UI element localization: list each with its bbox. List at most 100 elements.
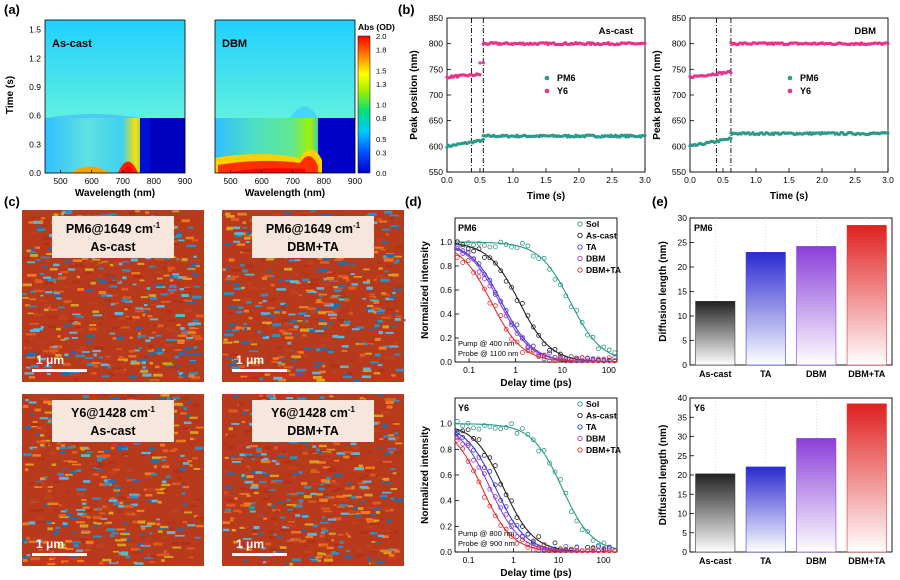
afm-map-texture bbox=[29, 231, 37, 234]
panel-d-point-sol bbox=[596, 542, 601, 548]
afm-map-texture bbox=[51, 350, 56, 354]
panel-d-point-dbm+ta bbox=[514, 540, 520, 546]
afm-map-texture bbox=[321, 364, 326, 368]
afm-map-texture bbox=[62, 522, 68, 526]
afm-map-texture bbox=[373, 372, 381, 375]
afm-map-texture bbox=[356, 326, 365, 329]
afm-map-texture bbox=[232, 240, 241, 243]
afm-map-texture bbox=[339, 541, 344, 544]
afm-map-texture bbox=[192, 273, 199, 276]
afm-map-texture bbox=[172, 339, 178, 342]
panel-a-xtick-label: 800 bbox=[317, 176, 331, 186]
afm-map-texture bbox=[70, 322, 75, 326]
afm-map-texture bbox=[117, 501, 123, 505]
afm-map-texture bbox=[86, 450, 93, 453]
afm-map-texture bbox=[180, 327, 185, 330]
afm-map-texture bbox=[313, 365, 320, 367]
afm-map-texture bbox=[284, 480, 292, 484]
afm-map-texture bbox=[67, 446, 74, 449]
afm-map-texture bbox=[139, 358, 149, 361]
panel-d-point-dbm bbox=[585, 356, 590, 362]
panel-d-point-dbm+ta bbox=[574, 548, 580, 554]
afm-map-texture bbox=[344, 298, 350, 302]
afm-map-texture bbox=[393, 287, 402, 291]
afm-map-texture bbox=[353, 276, 363, 278]
afm-map-texture bbox=[370, 532, 378, 535]
afm-map-texture bbox=[111, 532, 119, 535]
afm-map-texture bbox=[122, 324, 127, 326]
afm-map-texture bbox=[380, 278, 390, 282]
panel-e-ytick-label: 20 bbox=[678, 470, 688, 480]
afm-map-texture bbox=[246, 465, 251, 468]
afm-map-texture bbox=[102, 558, 112, 562]
afm-map-texture bbox=[260, 545, 267, 548]
afm-map-texture bbox=[173, 394, 180, 398]
afm-map-texture bbox=[318, 444, 327, 448]
panel-b-point-y6 bbox=[478, 61, 482, 65]
afm-map-texture bbox=[348, 308, 352, 312]
afm-map-texture bbox=[188, 291, 192, 294]
afm-map-texture bbox=[379, 549, 390, 553]
afm-map-texture bbox=[317, 552, 323, 556]
afm-map-texture bbox=[241, 341, 250, 345]
panel-d-legend-marker bbox=[577, 412, 583, 419]
afm-map-texture bbox=[244, 273, 255, 276]
afm-map-texture bbox=[145, 256, 152, 260]
afm-map-texture bbox=[360, 511, 371, 515]
panel-d-point-ta bbox=[530, 343, 536, 349]
afm-map-texture bbox=[91, 362, 101, 364]
afm-map-texture bbox=[263, 274, 272, 277]
afm-map-texture bbox=[361, 375, 371, 379]
afm-map-texture bbox=[266, 306, 275, 310]
afm-map-texture bbox=[343, 451, 354, 454]
afm-map-texture bbox=[176, 439, 186, 443]
afm-map-texture bbox=[276, 345, 282, 349]
afm-map-texture bbox=[191, 295, 202, 299]
panel-e-ytick-label: 20 bbox=[678, 262, 688, 272]
afm-map-texture bbox=[91, 372, 97, 375]
panel-a-xtick-label: 600 bbox=[255, 176, 269, 186]
afm-map-texture bbox=[69, 517, 79, 520]
afm-map-texture bbox=[122, 368, 127, 371]
afm-map-texture bbox=[156, 277, 163, 280]
afm-map-texture bbox=[76, 549, 84, 552]
panel-e-xtick-label: As-cast bbox=[699, 369, 732, 379]
afm-map-texture bbox=[56, 541, 65, 544]
afm-map-texture bbox=[381, 477, 390, 480]
panel-d-xtick-label: 1 bbox=[511, 555, 516, 565]
afm-map-texture bbox=[69, 373, 80, 376]
afm-map-texture bbox=[30, 337, 36, 340]
panel-d-legend-label: DBM bbox=[586, 254, 605, 264]
afm-map-texture bbox=[45, 355, 55, 358]
panel-d-point-ta bbox=[492, 482, 498, 488]
afm-map-texture bbox=[195, 426, 204, 429]
afm-map-texture bbox=[191, 263, 199, 267]
panel-b-xtick-label: 2.5 bbox=[606, 175, 618, 185]
afm-map-texture bbox=[273, 311, 280, 314]
panel-d-point-dbm+ta bbox=[487, 300, 493, 306]
afm-map-texture bbox=[123, 358, 128, 362]
afm-map-texture bbox=[248, 445, 258, 448]
panel-b-frame bbox=[446, 17, 646, 173]
panel-d-point-dbm bbox=[492, 290, 498, 295]
afm-map-texture bbox=[183, 486, 189, 489]
afm-map-texture bbox=[75, 354, 85, 358]
afm-map-texture bbox=[243, 559, 249, 562]
afm-map-texture bbox=[69, 265, 75, 268]
afm-map-texture bbox=[113, 302, 119, 305]
afm-map-texture bbox=[311, 558, 321, 562]
afm-map-texture bbox=[359, 359, 363, 363]
afm-map-texture bbox=[286, 539, 297, 542]
afm-map-texture bbox=[254, 361, 260, 365]
afm-map-texture bbox=[30, 248, 36, 251]
afm-map-texture bbox=[246, 548, 253, 551]
afm-map-texture bbox=[189, 464, 193, 467]
afm-map-texture bbox=[144, 475, 153, 478]
panel-d-point-sol bbox=[503, 242, 509, 247]
afm-map-texture bbox=[262, 299, 267, 303]
afm-map-texture bbox=[278, 501, 284, 504]
afm-map-texture bbox=[100, 454, 111, 458]
afm-map-texture bbox=[127, 543, 138, 546]
afm-map-texture bbox=[382, 325, 390, 329]
afm-map-texture bbox=[275, 510, 279, 513]
